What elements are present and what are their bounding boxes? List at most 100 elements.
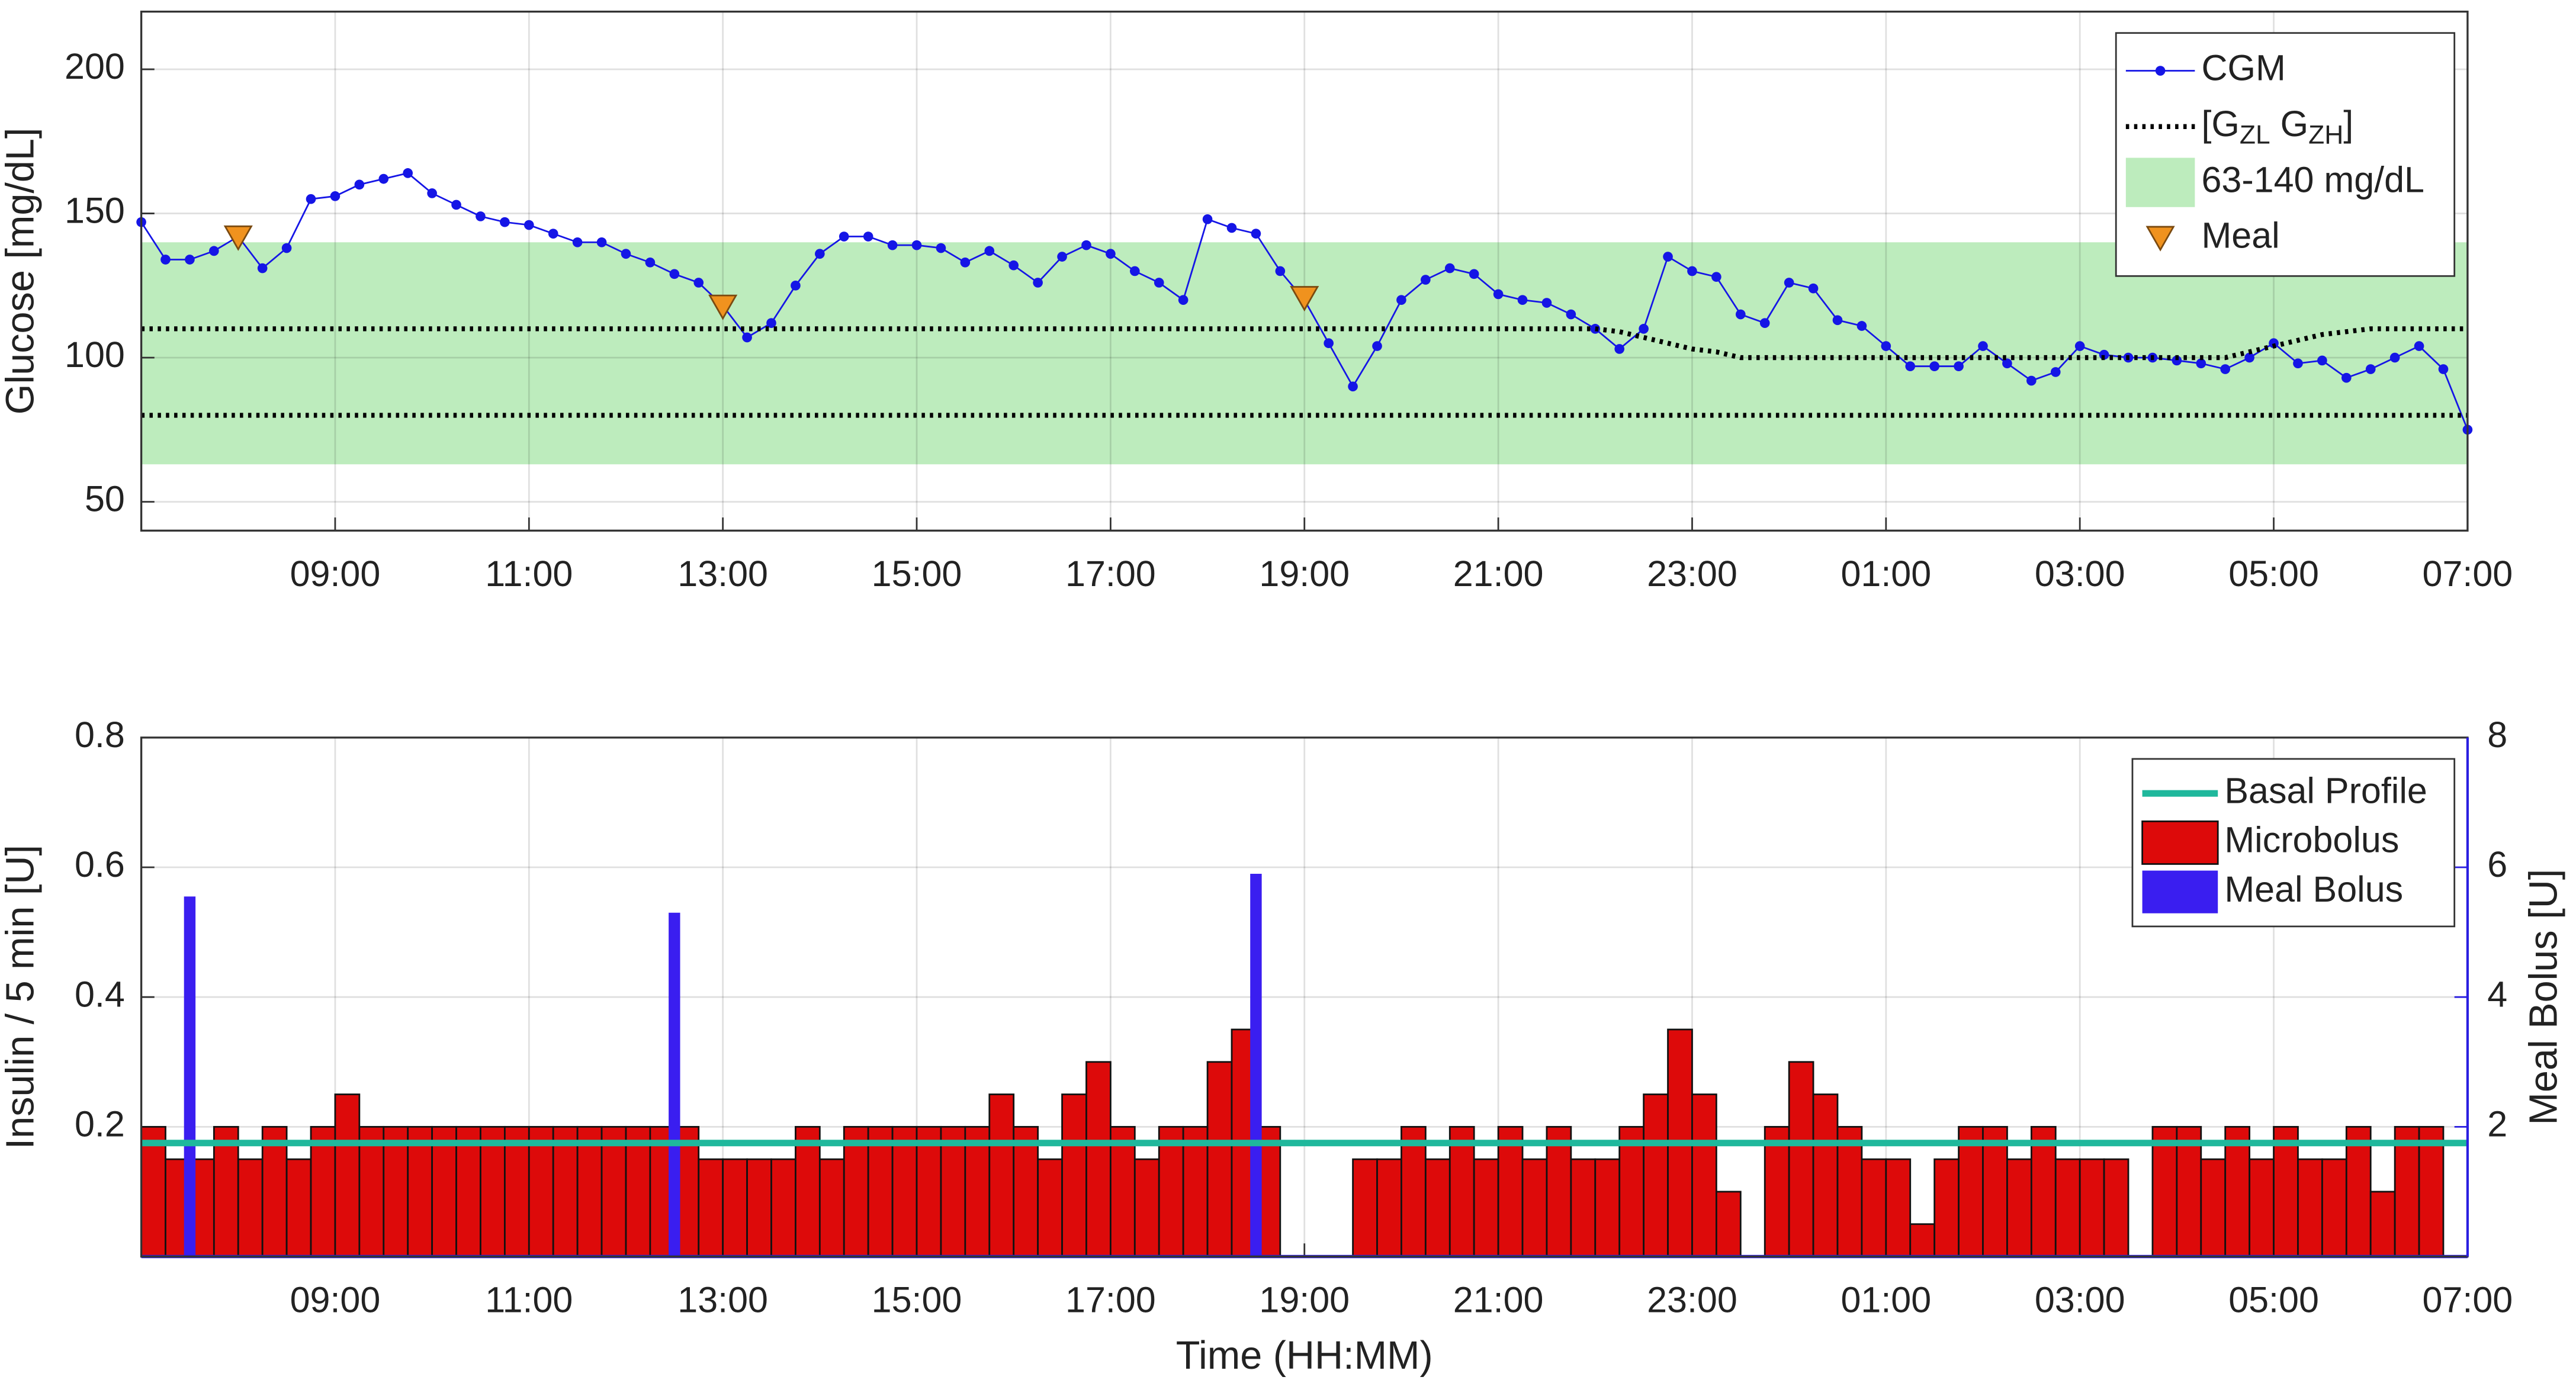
cgm-point bbox=[1687, 266, 1697, 276]
cgm-point bbox=[1178, 295, 1189, 305]
microbolus-bar bbox=[1982, 1125, 2008, 1257]
cgm-point bbox=[1735, 309, 1746, 320]
legend-swatch bbox=[2142, 870, 2218, 913]
cgm-point bbox=[1639, 324, 1649, 334]
y-tick-label: 50 bbox=[85, 479, 125, 519]
x-tick-label: 01:00 bbox=[1841, 554, 1931, 594]
microbolus-bar bbox=[1037, 1158, 1063, 1257]
x-tick-label: 21:00 bbox=[1453, 554, 1544, 594]
y-tick-label: 0.8 bbox=[75, 715, 125, 755]
y-tick-label: 150 bbox=[65, 191, 125, 231]
cgm-point bbox=[427, 188, 437, 198]
y-tick-label: 0.4 bbox=[75, 974, 125, 1014]
legend-label: Basal Profile bbox=[2224, 770, 2427, 810]
x-tick-label: 23:00 bbox=[1647, 554, 1737, 594]
cgm-point bbox=[354, 179, 365, 190]
cgm-point bbox=[621, 249, 631, 259]
cgm-point bbox=[742, 332, 752, 343]
cgm-point bbox=[2196, 358, 2206, 369]
y2-tick-label: 8 bbox=[2487, 715, 2507, 755]
x-tick-label: 05:00 bbox=[2228, 554, 2319, 594]
y2-tick-label: 2 bbox=[2487, 1104, 2507, 1144]
cgm-point bbox=[669, 269, 680, 279]
microbolus-bar bbox=[2103, 1158, 2129, 1257]
x-tick-label: 03:00 bbox=[2035, 554, 2125, 594]
x-tick-label: 17:00 bbox=[1065, 554, 1156, 594]
microbolus-bar bbox=[2006, 1158, 2032, 1257]
microbolus-bar bbox=[407, 1125, 433, 1257]
cgm-point bbox=[1663, 252, 1673, 262]
microbolus-bar bbox=[237, 1158, 264, 1257]
x-tick-label: 13:00 bbox=[677, 554, 768, 594]
x-tick-label: 01:00 bbox=[1841, 1279, 1931, 1320]
cgm-point bbox=[257, 263, 268, 274]
cgm-point bbox=[960, 258, 971, 268]
cgm-point bbox=[1929, 361, 1939, 372]
cgm-point bbox=[1881, 341, 1891, 351]
y-axis-label: Glucose [mg/dL] bbox=[0, 128, 42, 415]
x-tick-label: 11:00 bbox=[485, 554, 573, 594]
microbolus-bar bbox=[285, 1158, 312, 1257]
microbolus-bar bbox=[600, 1125, 627, 1257]
y-axis-label: Insulin / 5 min [U] bbox=[0, 845, 42, 1149]
microbolus-bar bbox=[2054, 1158, 2081, 1257]
x-tick-label: 03:00 bbox=[2035, 1279, 2125, 1320]
microbolus-bar bbox=[2151, 1125, 2178, 1257]
microbolus-bar bbox=[940, 1125, 966, 1257]
microbolus-bar bbox=[310, 1125, 336, 1257]
cgm-point bbox=[451, 200, 461, 210]
series-line bbox=[141, 326, 2468, 361]
microbolus-bar bbox=[1013, 1125, 1039, 1257]
microbolus-bar bbox=[528, 1125, 554, 1257]
microbolus-bar bbox=[1812, 1093, 1839, 1257]
x-tick-label: 09:00 bbox=[290, 554, 381, 594]
microbolus-bar bbox=[431, 1125, 457, 1257]
cgm-point bbox=[1614, 344, 1625, 354]
microbolus-bar bbox=[1473, 1158, 1499, 1257]
x-tick-label: 15:00 bbox=[872, 1279, 962, 1320]
cgm-point bbox=[2172, 355, 2182, 366]
microbolus-bar bbox=[1715, 1191, 1742, 1257]
cgm-point bbox=[185, 255, 195, 265]
cgm-point bbox=[548, 229, 558, 239]
cgm-point bbox=[306, 194, 316, 204]
y-tick-label: 0.2 bbox=[75, 1104, 125, 1144]
microbolus-bar bbox=[818, 1158, 845, 1257]
cgm-point bbox=[572, 237, 583, 247]
microbolus-bar bbox=[552, 1125, 579, 1257]
microbolus-bar bbox=[1958, 1125, 1984, 1257]
cgm-point bbox=[1324, 338, 1334, 349]
cgm-point bbox=[330, 191, 341, 201]
cgm-point bbox=[160, 255, 171, 265]
microbolus-bar bbox=[1861, 1158, 1887, 1257]
cgm-point bbox=[1008, 260, 1019, 271]
cgm-point bbox=[911, 240, 922, 250]
cgm-point bbox=[1033, 278, 1043, 288]
cgm-point bbox=[1711, 272, 1721, 282]
cgm-point bbox=[1856, 321, 1867, 331]
x-tick-label: 19:00 bbox=[1259, 554, 1350, 594]
cgm-point bbox=[887, 240, 898, 250]
legend-swatch bbox=[2141, 820, 2219, 865]
cgm-point bbox=[2220, 364, 2231, 374]
cgm-point bbox=[1469, 269, 1479, 279]
microbolus-bar bbox=[2418, 1125, 2445, 1257]
x-tick-label: 23:00 bbox=[1647, 1279, 1737, 1320]
legend-label: Microbolus bbox=[2224, 820, 2399, 860]
cgm-point bbox=[500, 217, 510, 227]
legend-label: CGM bbox=[2201, 48, 2285, 88]
cgm-point bbox=[2365, 364, 2376, 374]
cgm-point bbox=[2002, 358, 2012, 369]
x-tick-label: 07:00 bbox=[2423, 1279, 2513, 1320]
y-tick-label: 0.6 bbox=[75, 844, 125, 884]
microbolus-bar bbox=[1424, 1158, 1451, 1257]
cgm-point bbox=[403, 168, 413, 178]
cgm-point bbox=[1226, 223, 1237, 233]
microbolus-bar bbox=[2297, 1158, 2323, 1257]
cgm-point bbox=[378, 173, 389, 184]
y-tick-label: 200 bbox=[65, 46, 125, 86]
cgm-point bbox=[1202, 214, 1213, 224]
cgm-point bbox=[1275, 266, 1286, 276]
microbolus-bar bbox=[722, 1158, 748, 1257]
legend-box bbox=[2115, 32, 2456, 277]
